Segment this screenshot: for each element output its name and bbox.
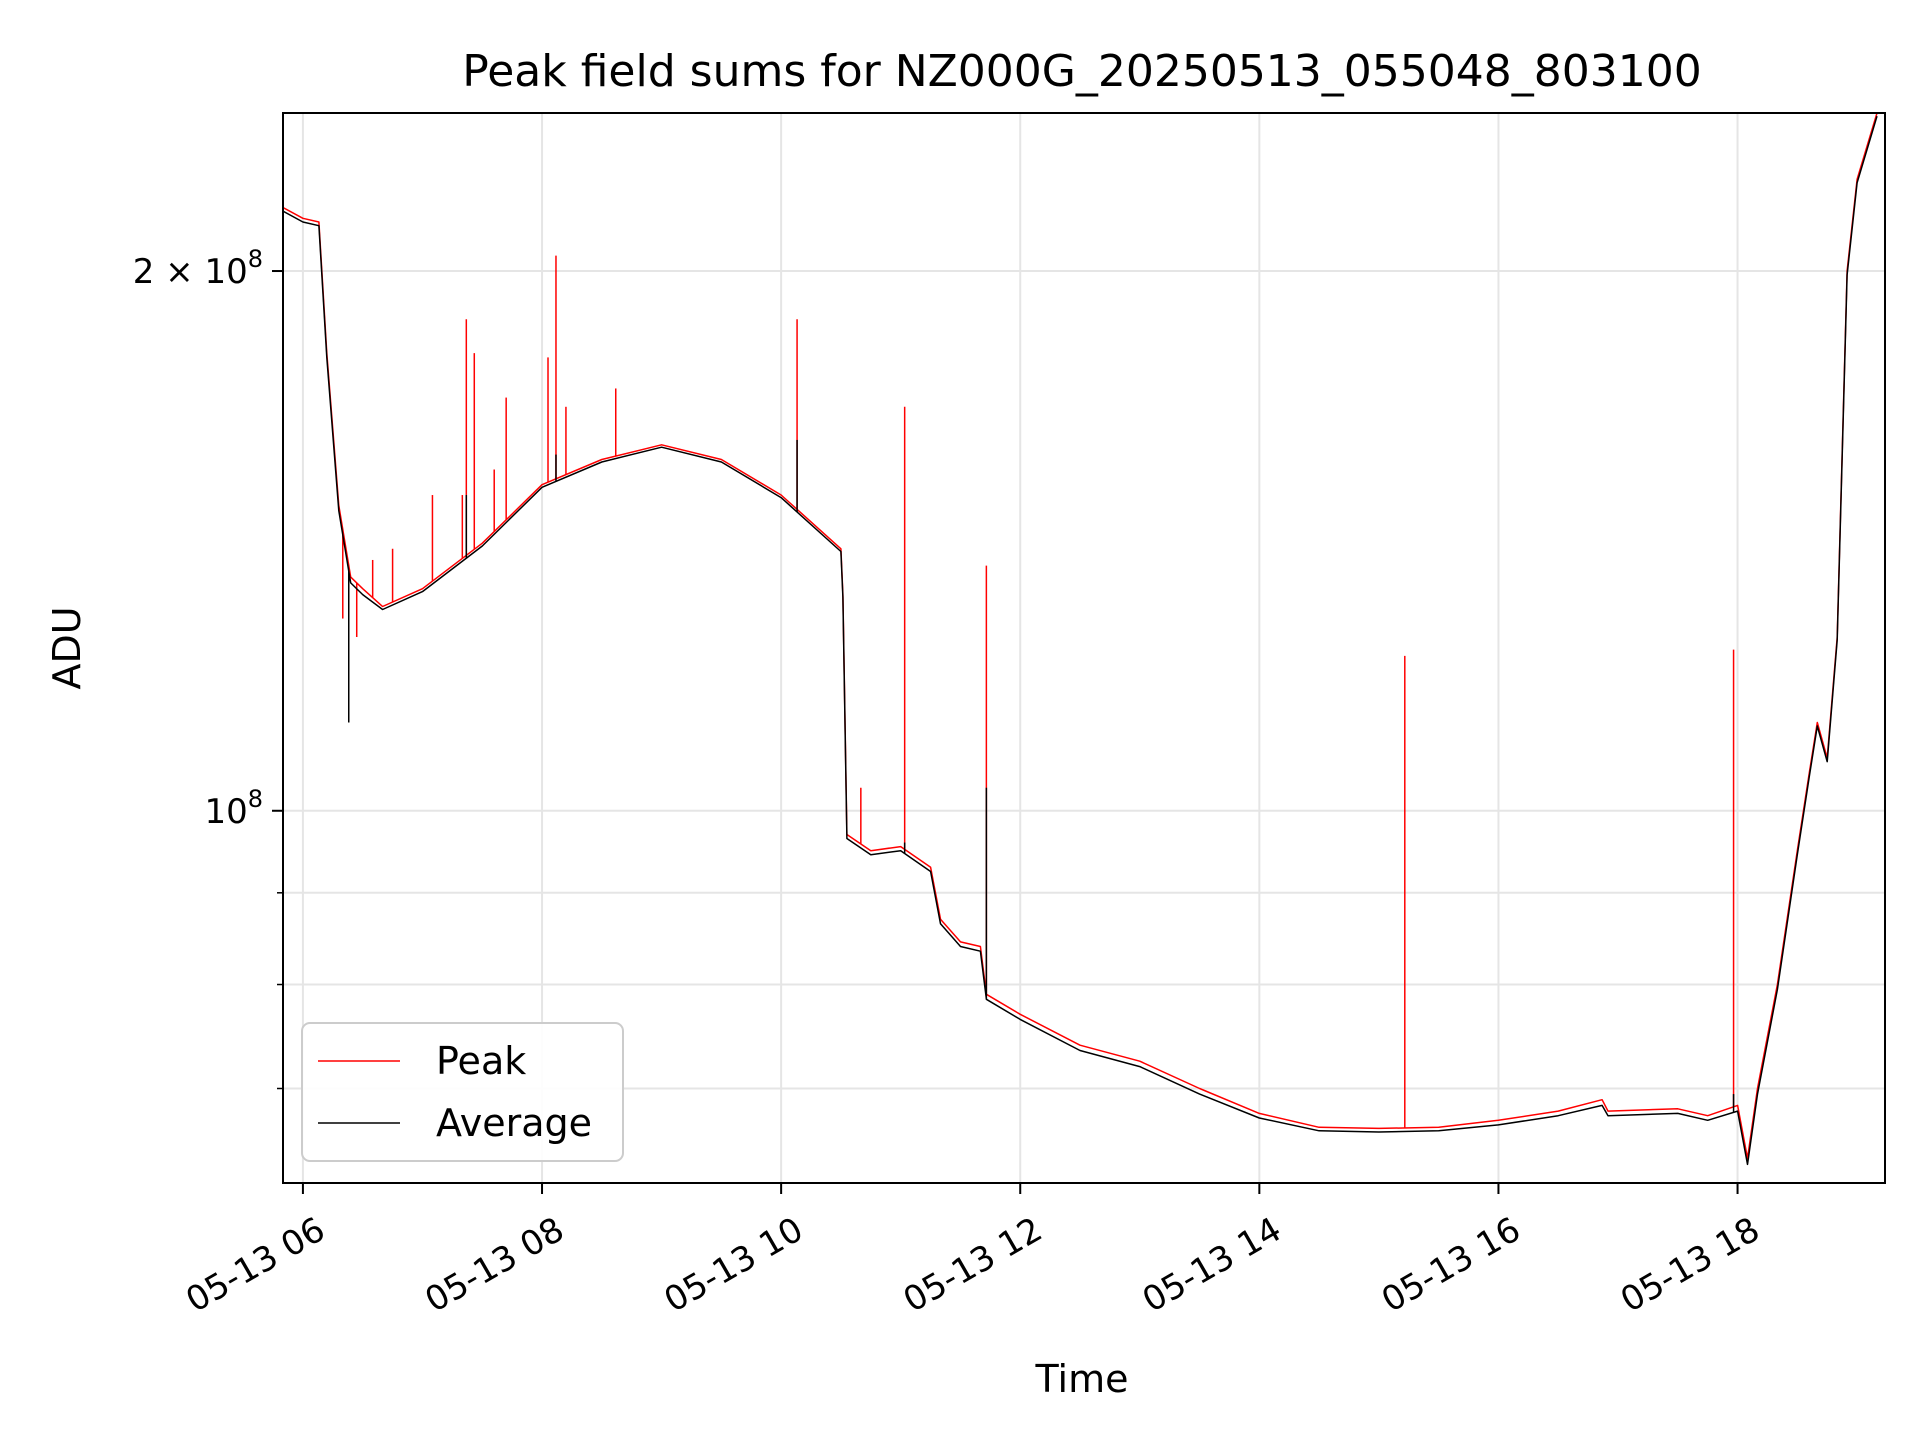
series-line-peak: [283, 113, 1878, 1160]
y-axis-label: ADU: [45, 606, 89, 689]
legend-box: [301, 1022, 624, 1162]
y-tick-label: 2 × 108: [133, 245, 263, 292]
grid: [283, 113, 1885, 1183]
chart-title: Peak field sums for NZ000G_20250513_0550…: [462, 46, 1701, 97]
legend: Peak Average: [301, 1022, 624, 1162]
series-layer: [283, 113, 1878, 1166]
series-line-average: [283, 115, 1878, 1166]
plot-frame: [282, 112, 1886, 1184]
y-tick-label: 108: [204, 785, 263, 832]
x-axis-label: Time: [1035, 1357, 1129, 1401]
legend-label-peak: Peak: [436, 1039, 526, 1083]
legend-label-average: Average: [436, 1101, 592, 1145]
